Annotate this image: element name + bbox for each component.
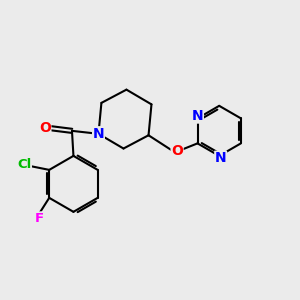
Text: O: O [39, 121, 51, 135]
Text: N: N [93, 127, 104, 141]
Text: O: O [171, 145, 183, 158]
Text: F: F [34, 212, 43, 225]
Text: N: N [192, 109, 203, 123]
Text: Cl: Cl [17, 158, 31, 171]
Text: N: N [215, 151, 226, 165]
